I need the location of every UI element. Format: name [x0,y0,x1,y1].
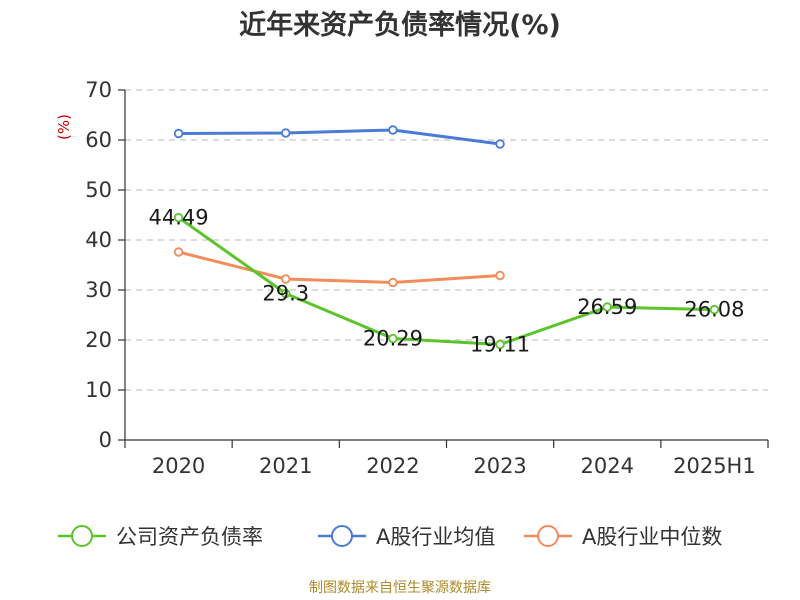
y-tick-label: 20 [85,328,112,352]
y-tick-label: 10 [85,378,112,402]
data-point [495,139,505,149]
data-label: 29.3 [262,282,309,306]
x-tick-label: 2020 [152,454,205,478]
x-axis-ticks: 2020 2021 2022 2023 2024 2025H1 [124,440,769,478]
series-line-1 [177,128,502,146]
y-tick-label: 60 [85,128,112,152]
data-point [173,247,184,257]
y-tick-label: 50 [85,178,112,202]
data-point [388,125,398,135]
data-point [281,288,291,299]
series-layer [173,125,720,350]
data-point [388,277,398,288]
data-point [173,212,184,223]
legend-swatch-marker [71,525,93,547]
y-axis-unit-label: (%) [55,114,73,140]
axes [124,90,768,441]
x-tick-label: 2024 [581,454,634,478]
legend: 公司资产负债率 A股行业均值 A股行业中位数 [58,525,722,549]
data-point [173,128,184,139]
series-line-0 [177,216,716,346]
x-tick-label: 2025H1 [673,454,756,478]
series-line-2 [177,250,502,284]
legend-label: 公司资产负债率 [116,525,263,549]
data-point [281,128,291,138]
legend-label: A股行业中位数 [582,525,722,549]
y-tick-label: 30 [85,278,112,302]
grid-lines [125,89,768,391]
legend-swatch-marker [331,525,353,547]
data-label: 44.49 [149,206,209,230]
legend-label: A股行业均值 [376,525,495,549]
source-note: 制图数据来自恒生聚源数据库 [309,580,491,596]
legend-item: A股行业均值 [318,525,495,549]
y-tick-label: 0 [99,428,112,452]
data-point [495,339,505,350]
x-tick-label: 2022 [366,454,419,478]
data-label: 26.59 [577,295,637,319]
chart-title: 近年来资产负债率情况(%) [239,9,561,41]
y-axis-ticks: 0 10 20 30 40 50 60 70 [85,78,125,452]
data-point [602,302,612,312]
data-label: 20.29 [363,327,423,351]
data-point [495,270,505,281]
data-labels: 44.49 29.3 20.29 19.11 26.59 26.08 [149,206,745,357]
data-label: 26.08 [684,298,744,322]
data-point [388,333,398,344]
legend-swatch-marker [537,525,559,547]
x-tick-label: 2021 [259,454,312,478]
data-point [281,274,291,284]
legend-item: 公司资产负债率 [58,525,263,549]
y-tick-label: 40 [85,228,112,252]
y-tick-label: 70 [85,78,112,102]
legend-item: A股行业中位数 [524,525,722,549]
data-point [709,304,720,315]
data-label: 19.11 [470,332,530,356]
x-tick-label: 2023 [473,454,526,478]
